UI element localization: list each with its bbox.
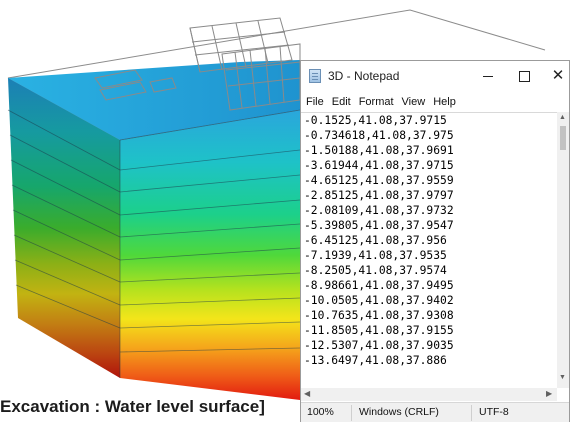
vertical-scrollbar[interactable]: ▲ ▼ xyxy=(557,112,569,388)
text-line: -6.45125,41.08,37.956 xyxy=(304,234,447,247)
horizontal-scrollbar[interactable]: ◀ ▶ xyxy=(301,388,557,401)
status-encoding: UTF-8 xyxy=(479,406,509,418)
text-line: -13.6497,41.08,37.886 xyxy=(304,354,447,367)
window-title: 3D - Notepad xyxy=(328,69,400,83)
close-button[interactable]: ✕ xyxy=(551,67,565,84)
scroll-right-arrow-icon[interactable]: ▶ xyxy=(546,389,553,398)
text-line: -5.39805,41.08,37.9547 xyxy=(304,219,454,232)
status-bar: 100% Windows (CRLF) UTF-8 xyxy=(301,402,569,422)
text-editor-area[interactable]: -0.1525,41.08,37.9715 -0.734618,41.08,37… xyxy=(301,112,557,388)
text-line: -2.85125,41.08,37.9797 xyxy=(304,189,454,202)
menu-help[interactable]: Help xyxy=(433,96,456,108)
scroll-up-arrow-icon[interactable]: ▲ xyxy=(559,114,566,121)
text-line: -2.08109,41.08,37.9732 xyxy=(304,204,454,217)
menu-file[interactable]: File xyxy=(306,96,324,108)
text-line: -4.65125,41.08,37.9559 xyxy=(304,174,454,187)
minimize-button[interactable] xyxy=(471,65,505,87)
vertical-scroll-thumb[interactable] xyxy=(560,126,566,150)
text-line: -0.1525,41.08,37.9715 xyxy=(304,114,447,127)
text-line: -1.50188,41.08,37.9691 xyxy=(304,144,454,157)
scroll-down-arrow-icon[interactable]: ▼ xyxy=(559,374,566,381)
status-zoom: 100% xyxy=(307,406,334,418)
status-line-ending: Windows (CRLF) xyxy=(359,406,439,418)
menu-edit[interactable]: Edit xyxy=(331,96,351,108)
text-line: -8.98661,41.08,37.9495 xyxy=(304,279,454,292)
status-divider xyxy=(471,405,472,421)
text-line: -10.0505,41.08,37.9402 xyxy=(304,294,454,307)
text-line: -11.8505,41.08,37.9155 xyxy=(304,324,454,337)
text-line: -3.61944,41.08,37.9715 xyxy=(304,159,454,172)
menu-format[interactable]: Format xyxy=(358,96,394,108)
notepad-titlebar[interactable]: 3D - Notepad ✕ xyxy=(301,61,569,91)
menu-view[interactable]: View xyxy=(401,96,426,108)
notepad-app-icon xyxy=(309,69,321,83)
text-line: -8.2505,41.08,37.9574 xyxy=(304,264,447,277)
text-line: -12.5307,41.08,37.9035 xyxy=(304,339,454,352)
text-line: -7.1939,41.08,37.9535 xyxy=(304,249,447,262)
notepad-window[interactable]: 3D - Notepad ✕ File Edit Format View Help -0… xyxy=(300,60,570,422)
maximize-button[interactable] xyxy=(507,65,541,87)
text-line: -10.7635,41.08,37.9308 xyxy=(304,309,454,322)
figure-caption: Excavation : Water level surface] xyxy=(0,397,265,416)
text-line: -0.734618,41.08,37.975 xyxy=(304,129,454,142)
scroll-left-arrow-icon[interactable]: ◀ xyxy=(304,389,311,398)
status-divider xyxy=(351,405,352,421)
menu-bar: File Edit Format View Help xyxy=(301,93,569,111)
